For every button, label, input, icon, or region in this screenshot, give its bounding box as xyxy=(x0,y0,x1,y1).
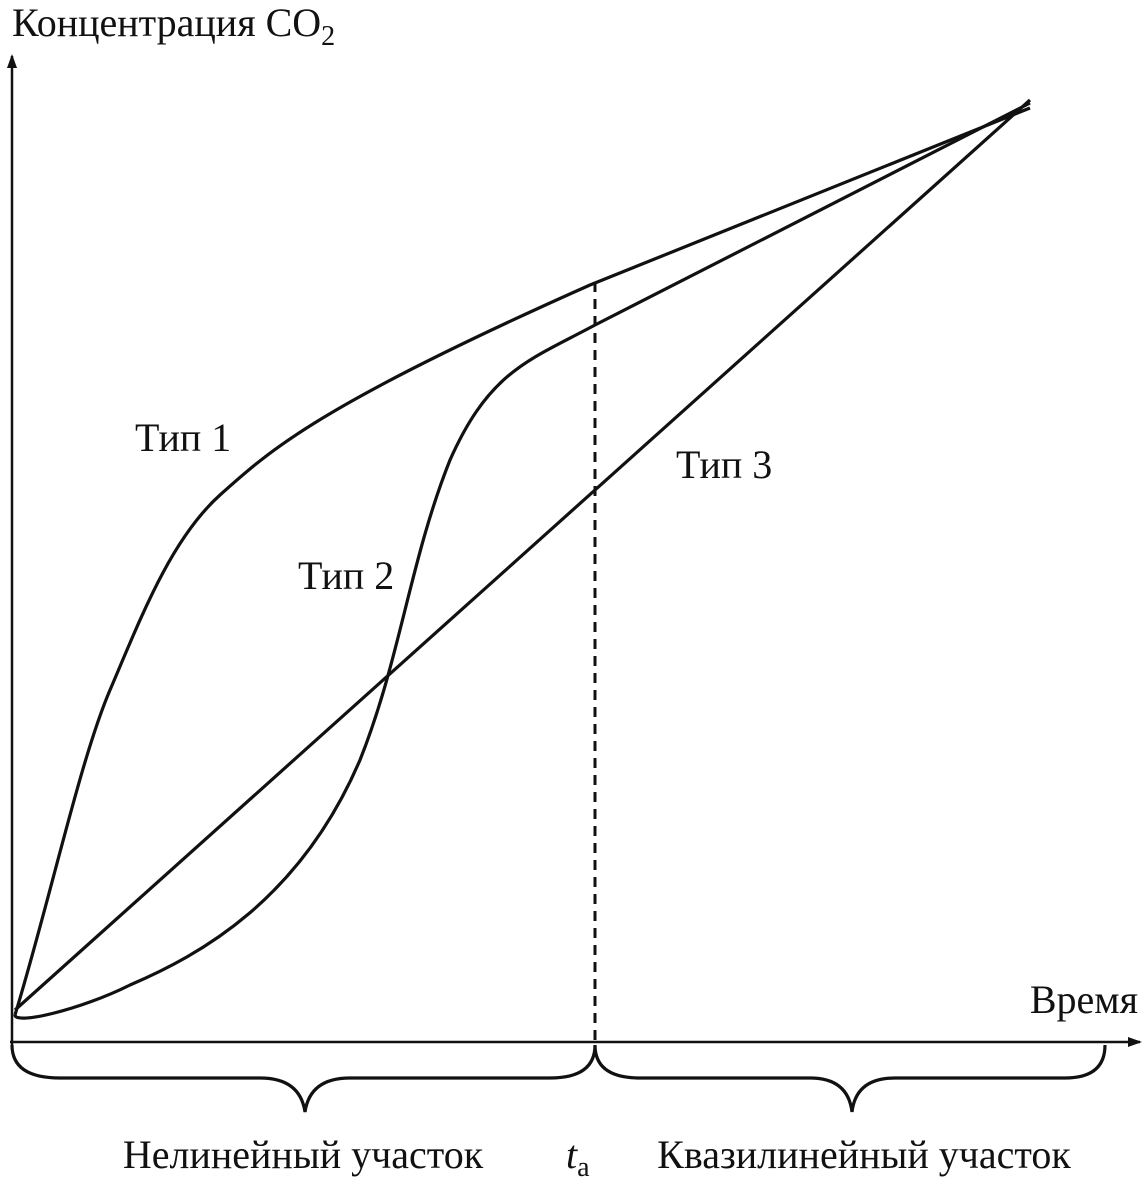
x-axis-label: Время xyxy=(1030,977,1138,1022)
curve-type1 xyxy=(13,106,1031,1016)
brace-nonlinear xyxy=(10,1044,597,1113)
brace-quasilinear xyxy=(593,1044,1107,1113)
curve-label: Тип 1 xyxy=(135,415,231,460)
boundary-label-subscript: а xyxy=(577,1152,590,1183)
region-label: Квазилинейный участок xyxy=(657,1132,1071,1177)
region-label: Нелинейный участок xyxy=(123,1132,484,1177)
y-axis-label-text: Концентрация CO xyxy=(12,0,321,45)
y-axis-label-subscript: 2 xyxy=(321,21,335,52)
y-axis-label: Концентрация CO2 xyxy=(12,0,335,52)
curve-type2 xyxy=(13,101,1031,1020)
boundary-label-text: t xyxy=(566,1132,578,1177)
curve-label: Тип 2 xyxy=(298,553,394,598)
curve-label: Тип 3 xyxy=(676,442,772,487)
boundary-label: tа xyxy=(566,1132,590,1183)
curve-type3 xyxy=(13,98,1032,1012)
